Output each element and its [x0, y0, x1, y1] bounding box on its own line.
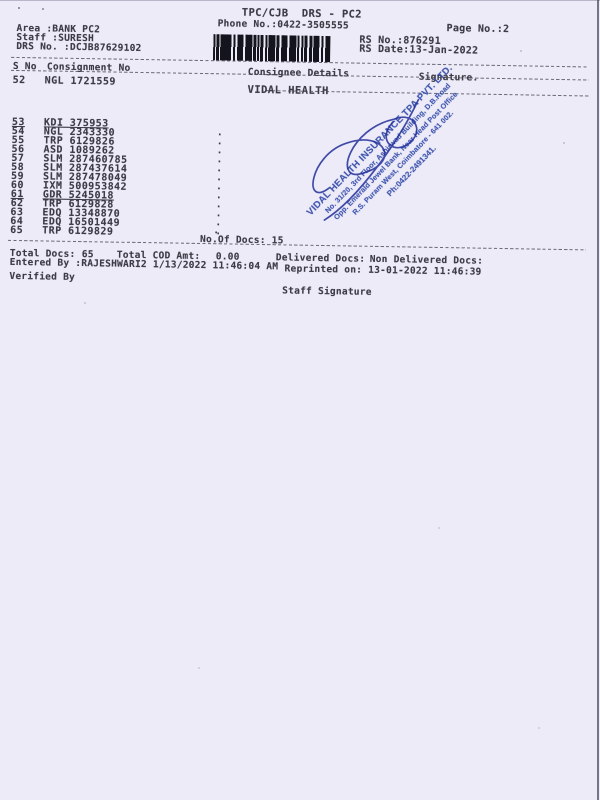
scan-edge-top	[0, 0, 600, 2]
phone-number: Phone No.:0422-3505555	[217, 18, 350, 32]
row-52-sno: 52	[12, 74, 26, 87]
scan-noise	[18, 7, 20, 9]
divider-line	[7, 239, 586, 251]
rs-date-field: RS Date:13-Jan-2022	[359, 43, 479, 57]
signature-scribble	[312, 98, 420, 221]
verified-by-label: Verified By	[9, 270, 76, 283]
table-row: 65 TRP 6129829	[10, 224, 114, 238]
scan-edge-right	[597, 0, 599, 800]
page-no-field: Page No.:2	[446, 23, 510, 36]
barcode	[213, 34, 331, 63]
row-52-consignment: NGL 1721559	[44, 75, 116, 88]
reprinted-on: Reprinted on: 13-01-2022 11:46:39	[284, 263, 482, 278]
drs-no-field: DRS No. :DCJB87629102	[16, 40, 142, 55]
staff-signature-label: Staff Signature	[282, 285, 372, 298]
